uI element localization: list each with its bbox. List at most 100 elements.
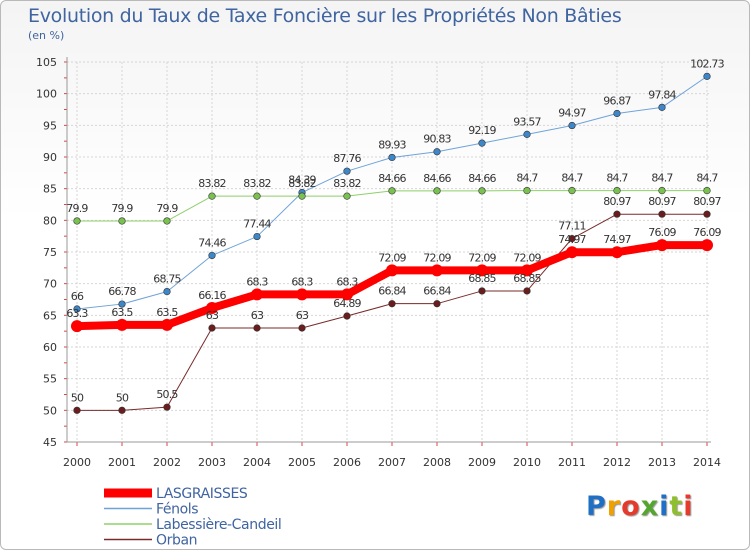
data-label-orban: 63	[296, 309, 309, 322]
logo-letter: i	[659, 491, 670, 522]
point-labessi-re-candeil	[433, 187, 441, 195]
data-label-lasgraisses: 72.09	[468, 251, 496, 264]
data-label-labessi-re-candeil: 84.7	[696, 172, 718, 185]
point-f-nols	[568, 121, 576, 130]
point-lasgraisses	[701, 239, 713, 252]
point-orban	[613, 210, 621, 218]
data-label-labessi-re-candeil: 84.66	[378, 172, 406, 185]
point-lasgraisses	[521, 264, 533, 277]
data-label-f-nols: 66	[71, 290, 84, 303]
data-label-lasgraisses: 63.5	[111, 306, 133, 319]
x-tick-label: 2008	[423, 456, 451, 469]
x-tick-label: 2001	[108, 456, 136, 469]
data-label-lasgraisses: 68.3	[246, 275, 268, 288]
logo-letter: x	[640, 491, 660, 522]
x-tick-label: 2005	[288, 456, 316, 469]
logo-letter: i	[683, 491, 694, 522]
data-label-labessi-re-candeil: 84.66	[423, 172, 451, 185]
data-label-labessi-re-candeil: 79.9	[66, 202, 88, 215]
data-label-orban: 68.85	[513, 272, 541, 285]
data-label-labessi-re-candeil: 84.7	[561, 172, 583, 185]
x-tick-label: 2007	[378, 456, 406, 469]
data-label-orban: 50.5	[156, 388, 178, 401]
point-labessi-re-candeil	[523, 186, 531, 195]
point-lasgraisses	[476, 264, 488, 277]
data-label-f-nols: 90.83	[423, 133, 451, 146]
x-tick-label: 2013	[648, 456, 676, 469]
data-label-labessi-re-candeil: 84.66	[468, 172, 496, 185]
point-lasgraisses	[161, 318, 173, 331]
point-orban	[658, 210, 666, 218]
point-orban	[73, 406, 81, 414]
data-label-f-nols: 102.73	[690, 57, 724, 70]
x-tick-label: 2004	[243, 456, 271, 469]
legend-label-labessi-re-candeil: Labessière-Candeil	[156, 517, 281, 533]
point-orban	[568, 235, 576, 243]
data-label-orban: 80.97	[693, 195, 721, 208]
point-f-nols	[613, 109, 621, 118]
point-f-nols	[433, 148, 441, 156]
chart-title: Evolution du Taux de Taxe Foncière sur l…	[28, 5, 622, 27]
point-labessi-re-candeil	[118, 217, 126, 225]
legend-label-lasgraisses: LASGRAISSES	[156, 486, 248, 502]
data-label-lasgraisses: 76.09	[648, 226, 676, 239]
data-label-orban: 50	[116, 391, 129, 404]
data-label-lasgraisses: 68.3	[291, 275, 313, 288]
point-labessi-re-candeil	[478, 187, 486, 195]
point-labessi-re-candeil	[253, 192, 261, 200]
data-label-labessi-re-candeil: 83.82	[288, 177, 316, 190]
y-tick-label: 75	[43, 246, 57, 259]
x-tick-label: 2003	[198, 456, 226, 469]
point-lasgraisses	[566, 246, 578, 259]
data-label-orban: 66.84	[378, 285, 406, 298]
data-label-f-nols: 84.39	[288, 174, 316, 187]
point-orban	[298, 324, 306, 332]
data-label-f-nols: 87.76	[333, 152, 361, 165]
point-labessi-re-candeil	[613, 186, 621, 195]
point-f-nols	[388, 153, 396, 162]
y-tick-label: 100	[36, 88, 57, 101]
point-labessi-re-candeil	[208, 192, 216, 200]
data-label-f-nols: 97.84	[648, 88, 676, 101]
point-orban	[703, 210, 711, 218]
proxiti-logo: Proxiti	[586, 491, 694, 522]
x-tick-label: 2010	[513, 456, 541, 469]
data-label-lasgraisses: 72.09	[378, 251, 406, 264]
point-orban	[523, 287, 531, 295]
point-lasgraisses	[71, 320, 83, 333]
x-tick-label: 2014	[693, 456, 721, 469]
data-label-orban: 63	[251, 309, 264, 322]
legend-label-orban: Orban	[156, 533, 197, 549]
point-lasgraisses	[251, 288, 263, 301]
data-label-f-nols: 66.78	[108, 285, 136, 298]
y-tick-label: 45	[43, 436, 57, 449]
point-lasgraisses	[431, 264, 443, 277]
logo-letter: r	[606, 491, 622, 522]
point-lasgraisses	[656, 239, 668, 252]
point-f-nols	[253, 232, 261, 241]
data-label-orban: 66.84	[423, 285, 451, 298]
point-orban	[118, 406, 126, 414]
point-labessi-re-candeil	[568, 186, 576, 195]
point-f-nols	[478, 139, 486, 147]
point-orban	[208, 324, 216, 332]
point-f-nols	[343, 167, 351, 175]
data-label-lasgraisses: 68.3	[336, 275, 358, 288]
y-tick-label: 60	[43, 341, 57, 354]
data-label-lasgraisses: 74.97	[603, 233, 631, 246]
point-orban	[343, 312, 351, 320]
data-label-lasgraisses: 63.3	[66, 307, 88, 320]
data-label-orban: 63	[206, 309, 219, 322]
point-labessi-re-candeil	[388, 187, 396, 195]
point-labessi-re-candeil	[658, 186, 666, 195]
y-tick-label: 85	[43, 183, 57, 196]
point-labessi-re-candeil	[298, 192, 306, 200]
data-label-labessi-re-candeil: 84.7	[651, 172, 673, 185]
point-labessi-re-candeil	[73, 217, 81, 225]
data-label-lasgraisses: 76.09	[693, 226, 721, 239]
data-label-labessi-re-candeil: 83.82	[333, 177, 361, 190]
y-tick-label: 80	[43, 214, 57, 227]
y-tick-label: 90	[43, 151, 57, 164]
logo-letter: t	[669, 491, 684, 522]
